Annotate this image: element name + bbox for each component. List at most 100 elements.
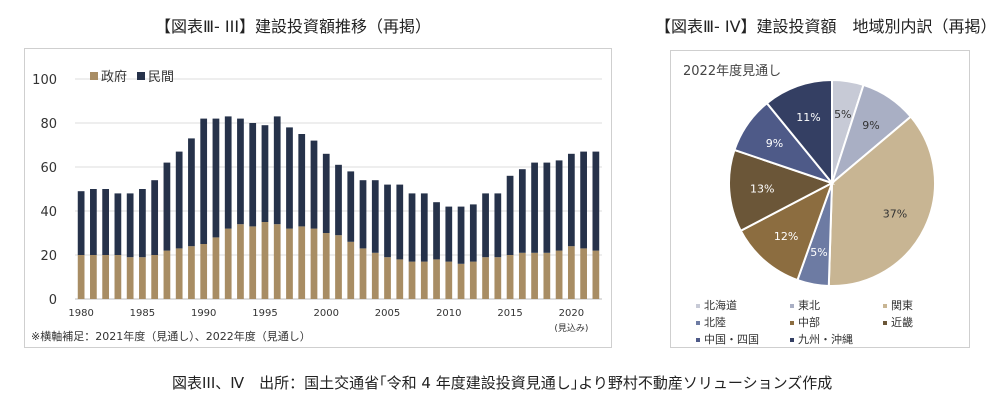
legend-label: 関東 (891, 299, 913, 312)
bar-segment (261, 125, 269, 222)
x-tick-label: 2020 (559, 308, 584, 319)
bar-segment (580, 248, 587, 299)
bar-segment (531, 252, 538, 299)
legend-swatch (137, 72, 145, 80)
pie-slice-label: 13% (750, 182, 774, 195)
bar-segment (126, 193, 134, 258)
pie-slice-label: 11% (796, 111, 820, 124)
y-tick-label: 100 (32, 73, 57, 88)
legend-label: 北海道 (704, 298, 737, 312)
bar-segment (151, 180, 159, 255)
pie-slice-label: 5% (834, 108, 851, 121)
bar-segment (506, 255, 514, 299)
bar-segment (273, 224, 281, 299)
footnote: ※横軸補足：2021年度（見通し）、2022年度（見通し） (31, 330, 311, 343)
bar-segment (408, 261, 416, 299)
legend-swatch (696, 321, 700, 325)
bar-segment (335, 164, 342, 236)
bar-segment (469, 261, 477, 299)
bar-segment (224, 116, 232, 229)
bar-segment (298, 134, 306, 227)
bar-segment (555, 160, 563, 251)
y-tick-label: 80 (40, 117, 57, 132)
pie-slice-label: 12% (774, 230, 798, 243)
bar-segment (163, 250, 171, 299)
bar-segment (102, 189, 110, 255)
bar-segment (506, 175, 514, 255)
pie-slice-label: 37% (883, 208, 907, 221)
bar-segment (151, 255, 159, 299)
pie-slice (727, 148, 835, 233)
legend-label: 中国・四国 (704, 333, 759, 346)
legend-swatch (883, 321, 887, 325)
source-caption: 図表III、Ⅳ 出所：国土交通省｢令和 4 年度建設投資見通し｣より野村不動産ソ… (172, 374, 833, 392)
legend-label: 民間 (148, 70, 174, 85)
bar-segment (433, 259, 440, 299)
legend-label: 近畿 (891, 315, 913, 329)
bar-segment (543, 252, 551, 299)
bar-segment (445, 206, 453, 262)
y-tick-label: 20 (40, 249, 57, 264)
pie-title: 2022年度見通し (683, 63, 781, 79)
bar-segment (224, 228, 232, 299)
bar-segment (249, 123, 257, 227)
bar-segment (518, 252, 526, 299)
bar-segment (555, 250, 563, 299)
pie-slice-label: 9% (862, 119, 879, 132)
x-tick-label: 1995 (252, 308, 277, 319)
x-tick-label: 1980 (68, 308, 93, 319)
x-tick-label: 2015 (497, 308, 522, 319)
pie-slice-label: 9% (766, 137, 783, 150)
bar-segment (90, 189, 97, 255)
bar-segment (494, 193, 502, 258)
bar-segment (433, 202, 440, 260)
legend-label: 九州・沖縄 (798, 332, 853, 346)
bar-segment (261, 222, 269, 299)
bar-segment (212, 237, 220, 299)
bar-segment (175, 248, 183, 299)
legend-swatch (696, 304, 700, 308)
legend-swatch (696, 338, 700, 342)
bar-segment (102, 255, 110, 299)
bar-segment (518, 169, 526, 253)
bar-segment (592, 151, 600, 251)
legend-swatch (90, 72, 98, 80)
legend-label: 中部 (798, 315, 820, 329)
bar-segment (359, 180, 367, 249)
bar-segment (139, 257, 146, 299)
bar-segment (384, 257, 391, 299)
bar-segment (237, 118, 244, 225)
pie-slice (765, 78, 833, 186)
bar-segment (249, 226, 257, 299)
bar-segment (139, 189, 146, 258)
bar-segment (77, 255, 85, 299)
legend-swatch (790, 321, 794, 325)
pie-chart-title: 【図表Ⅲ- IV】建設投資額 地域別内訳（再掲） (655, 17, 997, 36)
bar-segment (457, 206, 465, 264)
bar-segment (482, 257, 489, 299)
legend-swatch (883, 304, 887, 308)
bar-segment (200, 118, 208, 244)
bar-segment (298, 226, 306, 299)
pie-slice-label: 5% (810, 246, 827, 259)
pie-slice (739, 180, 834, 282)
bar-chart-panel (24, 48, 612, 348)
bar-segment (408, 193, 416, 262)
bar-segment (322, 153, 330, 233)
bar-segment (420, 193, 428, 262)
x-tick-label: 2000 (314, 308, 339, 319)
legend-swatch (790, 304, 794, 308)
bar-segment (286, 127, 293, 229)
bar-segment (310, 140, 318, 229)
bar-segment (347, 171, 355, 242)
x-tick-label: 2010 (436, 308, 461, 319)
bar-segment (188, 138, 195, 247)
bar-segment (286, 228, 293, 299)
x-tick-label: 1990 (191, 308, 216, 319)
bar-segment (77, 191, 85, 255)
bar-segment (114, 193, 122, 255)
bar-segment (175, 151, 183, 249)
bar-segment (310, 228, 318, 299)
y-tick-label: 40 (40, 205, 57, 220)
bar-segment (469, 204, 477, 262)
